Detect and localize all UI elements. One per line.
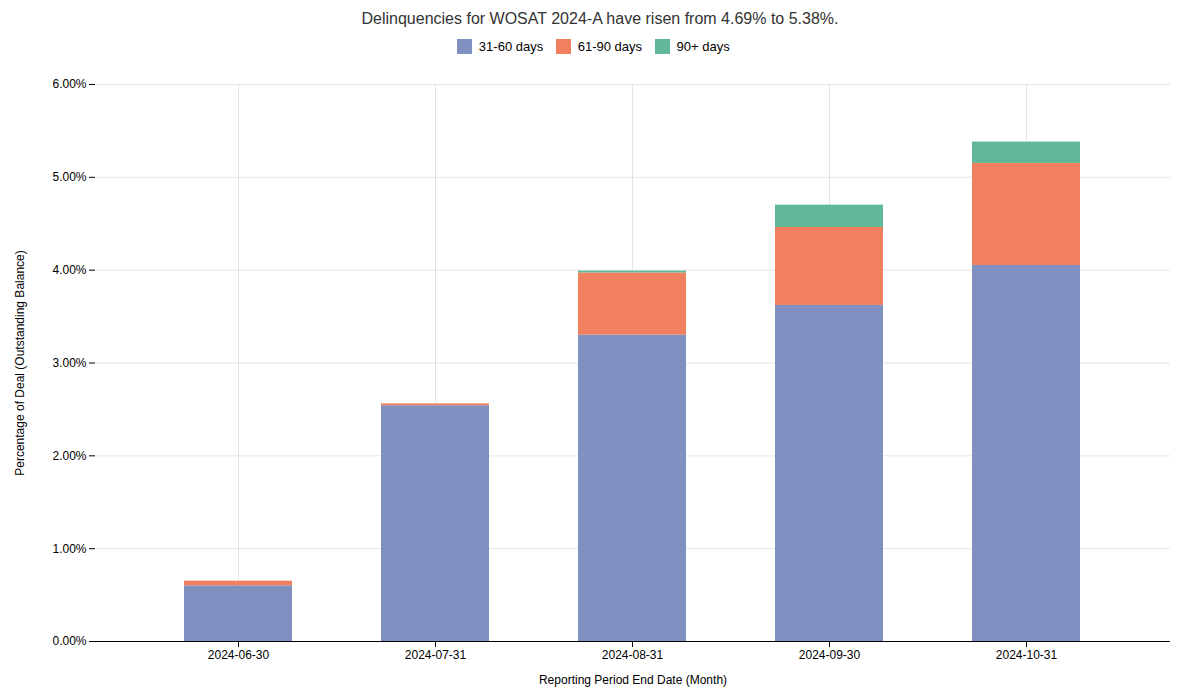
svg-text:4.00%: 4.00% [52,263,86,277]
svg-text:5.00%: 5.00% [52,170,86,184]
svg-text:2024-10-31: 2024-10-31 [996,648,1058,662]
html-text:31-60 days: 31-60 days [478,39,544,55]
html-text:61-90 days: 61-90 days [577,39,642,55]
svg-text:2.00%: 2.00% [52,449,86,463]
svg-text:Reporting Period End Date (Mon: Reporting Period End Date (Month) [539,673,727,687]
svg-text:6.00%: 6.00% [52,77,86,91]
svg-text:2024-09-30: 2024-09-30 [799,648,861,662]
html-text:90+ days: 90+ days [676,39,730,55]
svg-text:0.00%: 0.00% [52,634,86,648]
svg-text:2024-08-31: 2024-08-31 [602,648,664,662]
svg-text:3.00%: 3.00% [52,356,86,370]
svg-text:1.00%: 1.00% [52,542,86,556]
svg-text:2024-07-31: 2024-07-31 [405,648,467,662]
html-text:Delinquencies for WOSAT 2024-A: Delinquencies for WOSAT 2024-A have rise… [361,10,839,27]
svg-text:2024-06-30: 2024-06-30 [208,648,270,662]
svg-text:Percentage of Deal (Outstandin: Percentage of Deal (Outstanding Balance) [13,250,27,475]
